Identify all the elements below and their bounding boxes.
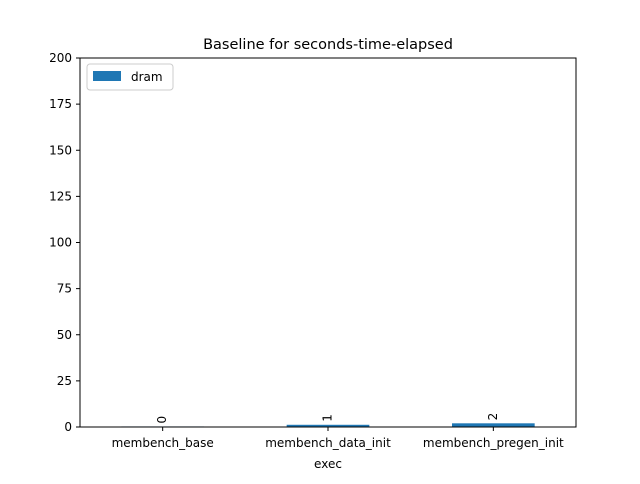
x-tick-label: membench_data_init — [265, 436, 391, 450]
x-tick-label: membench_pregen_init — [423, 436, 564, 450]
x-axis: membench_base membench_data_init membench_… — [112, 427, 564, 450]
chart-title: Baseline for seconds-time-elapsed — [203, 37, 453, 53]
x-tick-label: membench_base — [112, 436, 214, 450]
bar-labels: 0 1 2 — [155, 413, 500, 424]
y-tick-label: 100 — [49, 236, 72, 250]
bar-value-label: 2 — [486, 413, 500, 421]
y-tick-label: 25 — [57, 374, 72, 388]
x-axis-label: exec — [314, 457, 342, 471]
y-tick-label: 175 — [49, 97, 72, 111]
bar-membench_data_init — [286, 424, 370, 427]
legend-label-dram: dram — [131, 70, 163, 84]
y-tick-label: 0 — [64, 420, 72, 434]
bar-value-label: 0 — [155, 416, 169, 424]
y-tick-label: 125 — [49, 189, 72, 203]
legend-swatch-dram — [93, 71, 121, 81]
legend-box — [86, 63, 174, 91]
y-tick-label: 50 — [57, 328, 72, 342]
y-tick-label: 75 — [57, 282, 72, 296]
y-axis: 0 25 50 75 100 125 150 175 200 — [49, 51, 80, 434]
y-tick-label: 150 — [49, 143, 72, 157]
plot-frame — [79, 57, 577, 428]
y-tick-label: 200 — [49, 51, 72, 65]
bar-membench_pregen_init — [452, 423, 535, 427]
legend: dram — [86, 63, 174, 91]
bar-value-label: 1 — [321, 414, 335, 422]
